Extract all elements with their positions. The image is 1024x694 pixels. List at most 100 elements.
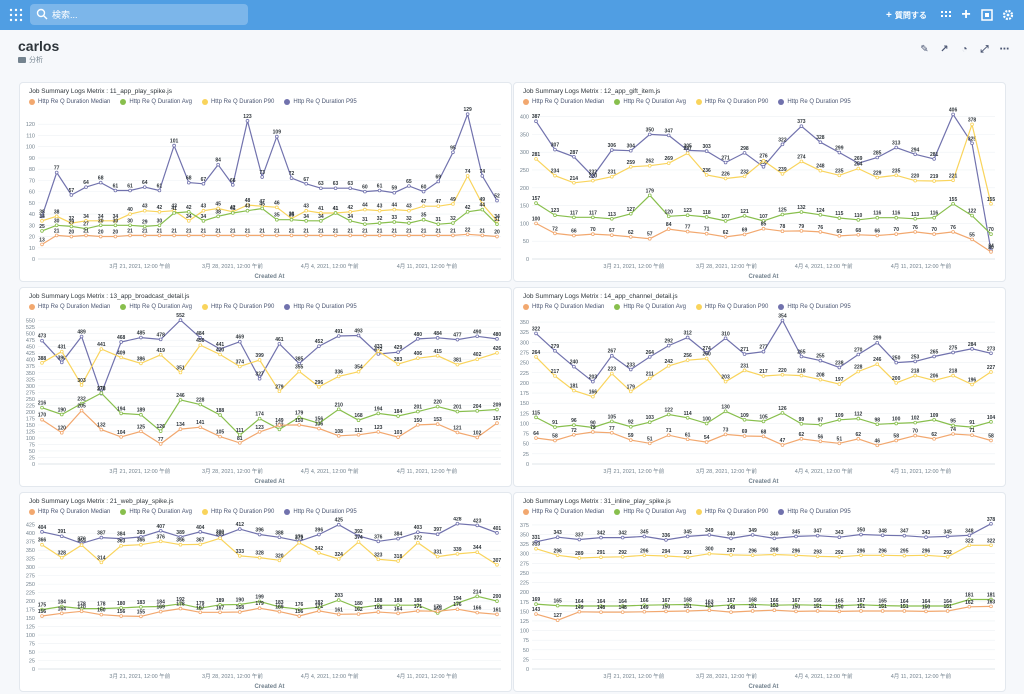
data-point[interactable] — [377, 221, 382, 225]
data-point[interactable] — [553, 438, 557, 443]
data-point[interactable] — [416, 423, 420, 427]
data-point[interactable] — [289, 176, 294, 180]
data-point[interactable] — [40, 242, 44, 247]
data-point[interactable] — [647, 236, 652, 241]
data-point[interactable] — [172, 233, 176, 238]
data-point[interactable] — [572, 433, 576, 437]
data-point[interactable] — [99, 391, 104, 395]
legend-item[interactable]: Http Re Q Duration P95 — [778, 509, 851, 515]
data-point[interactable] — [685, 415, 690, 420]
data-point[interactable] — [216, 162, 220, 167]
data-point[interactable] — [113, 223, 118, 228]
data-point[interactable] — [178, 535, 183, 539]
chart-title[interactable]: Job Summary Logs Metrix : 21_web_play_sp… — [29, 498, 174, 505]
data-point[interactable] — [186, 180, 191, 185]
data-point[interactable] — [260, 175, 264, 179]
data-point[interactable] — [620, 610, 625, 614]
data-point[interactable] — [465, 174, 470, 178]
data-point[interactable] — [628, 164, 633, 169]
data-point[interactable] — [238, 527, 242, 531]
metabase-logo-icon[interactable] — [8, 7, 24, 23]
data-point[interactable] — [742, 151, 747, 155]
data-point[interactable] — [610, 174, 614, 179]
legend-item[interactable]: Http Re Q Duration P90 — [695, 99, 768, 105]
data-point[interactable] — [178, 542, 183, 547]
data-point[interactable] — [376, 411, 381, 416]
data-point[interactable] — [924, 609, 928, 614]
data-point[interactable] — [40, 417, 44, 422]
data-point[interactable] — [555, 553, 560, 558]
data-point[interactable] — [178, 370, 183, 375]
data-point[interactable] — [664, 554, 668, 558]
data-point[interactable] — [198, 606, 203, 611]
data-point[interactable] — [553, 374, 557, 378]
data-point[interactable] — [761, 374, 766, 378]
data-point[interactable] — [172, 143, 176, 148]
collection-breadcrumb[interactable]: 分析 — [18, 55, 43, 65]
data-point[interactable] — [40, 229, 44, 233]
data-point[interactable] — [79, 401, 84, 406]
legend-item[interactable]: Http Re Q Duration P90 — [695, 509, 768, 515]
legend-item[interactable]: Http Re Q Duration Avg — [614, 304, 686, 310]
data-point[interactable] — [591, 178, 595, 183]
data-point[interactable] — [555, 535, 560, 540]
data-point[interactable] — [275, 134, 279, 139]
data-point[interactable] — [139, 614, 143, 619]
data-point[interactable] — [231, 233, 235, 238]
data-point[interactable] — [666, 133, 671, 138]
data-point[interactable] — [989, 232, 993, 236]
data-point[interactable] — [666, 214, 671, 219]
data-point[interactable] — [837, 150, 842, 155]
data-point[interactable] — [729, 536, 733, 541]
data-point[interactable] — [932, 179, 936, 183]
data-point[interactable] — [555, 603, 560, 608]
data-point[interactable] — [436, 204, 441, 209]
data-point[interactable] — [945, 604, 950, 608]
chart-card[interactable]: Job Summary Logs Metrix : 13_app_broadca… — [19, 287, 512, 487]
data-point[interactable] — [84, 219, 88, 223]
legend-item[interactable]: Http Re Q Duration Median — [29, 304, 110, 310]
data-point[interactable] — [277, 427, 282, 432]
data-point[interactable] — [218, 536, 222, 541]
data-point[interactable] — [333, 211, 338, 215]
data-point[interactable] — [201, 181, 206, 186]
data-point[interactable] — [875, 175, 880, 180]
data-point[interactable] — [178, 606, 183, 611]
data-point[interactable] — [98, 234, 103, 239]
data-point[interactable] — [837, 535, 842, 540]
chart-title[interactable]: Job Summary Logs Metrix : 12_app_gift_it… — [523, 88, 661, 95]
data-point[interactable] — [837, 382, 842, 386]
data-point[interactable] — [317, 551, 321, 555]
data-point[interactable] — [761, 419, 766, 424]
data-point[interactable] — [392, 233, 397, 238]
data-point[interactable] — [932, 417, 936, 422]
data-point[interactable] — [495, 337, 499, 341]
data-point[interactable] — [158, 604, 163, 609]
data-point[interactable] — [534, 436, 538, 440]
data-point[interactable] — [647, 193, 652, 198]
data-point[interactable] — [317, 421, 321, 426]
data-point[interactable] — [577, 609, 582, 614]
data-point[interactable] — [685, 609, 690, 613]
data-point[interactable] — [416, 530, 420, 534]
data-point[interactable] — [495, 531, 499, 535]
data-point[interactable] — [951, 112, 955, 117]
series-line[interactable] — [41, 523, 498, 545]
pencil-icon[interactable]: ✎ — [920, 44, 929, 55]
data-point[interactable] — [319, 186, 323, 191]
grid-icon[interactable] — [938, 7, 954, 23]
data-point[interactable] — [989, 250, 993, 254]
data-point[interactable] — [218, 603, 222, 607]
data-point[interactable] — [761, 158, 766, 163]
data-point[interactable] — [772, 536, 777, 541]
data-point[interactable] — [591, 425, 595, 430]
data-point[interactable] — [902, 604, 907, 608]
data-point[interactable] — [794, 534, 798, 539]
data-point[interactable] — [534, 540, 538, 544]
data-point[interactable] — [772, 552, 777, 557]
data-point[interactable] — [245, 119, 250, 123]
data-point[interactable] — [480, 202, 485, 206]
data-point[interactable] — [894, 438, 899, 443]
data-point[interactable] — [336, 522, 341, 527]
data-point[interactable] — [178, 602, 183, 606]
